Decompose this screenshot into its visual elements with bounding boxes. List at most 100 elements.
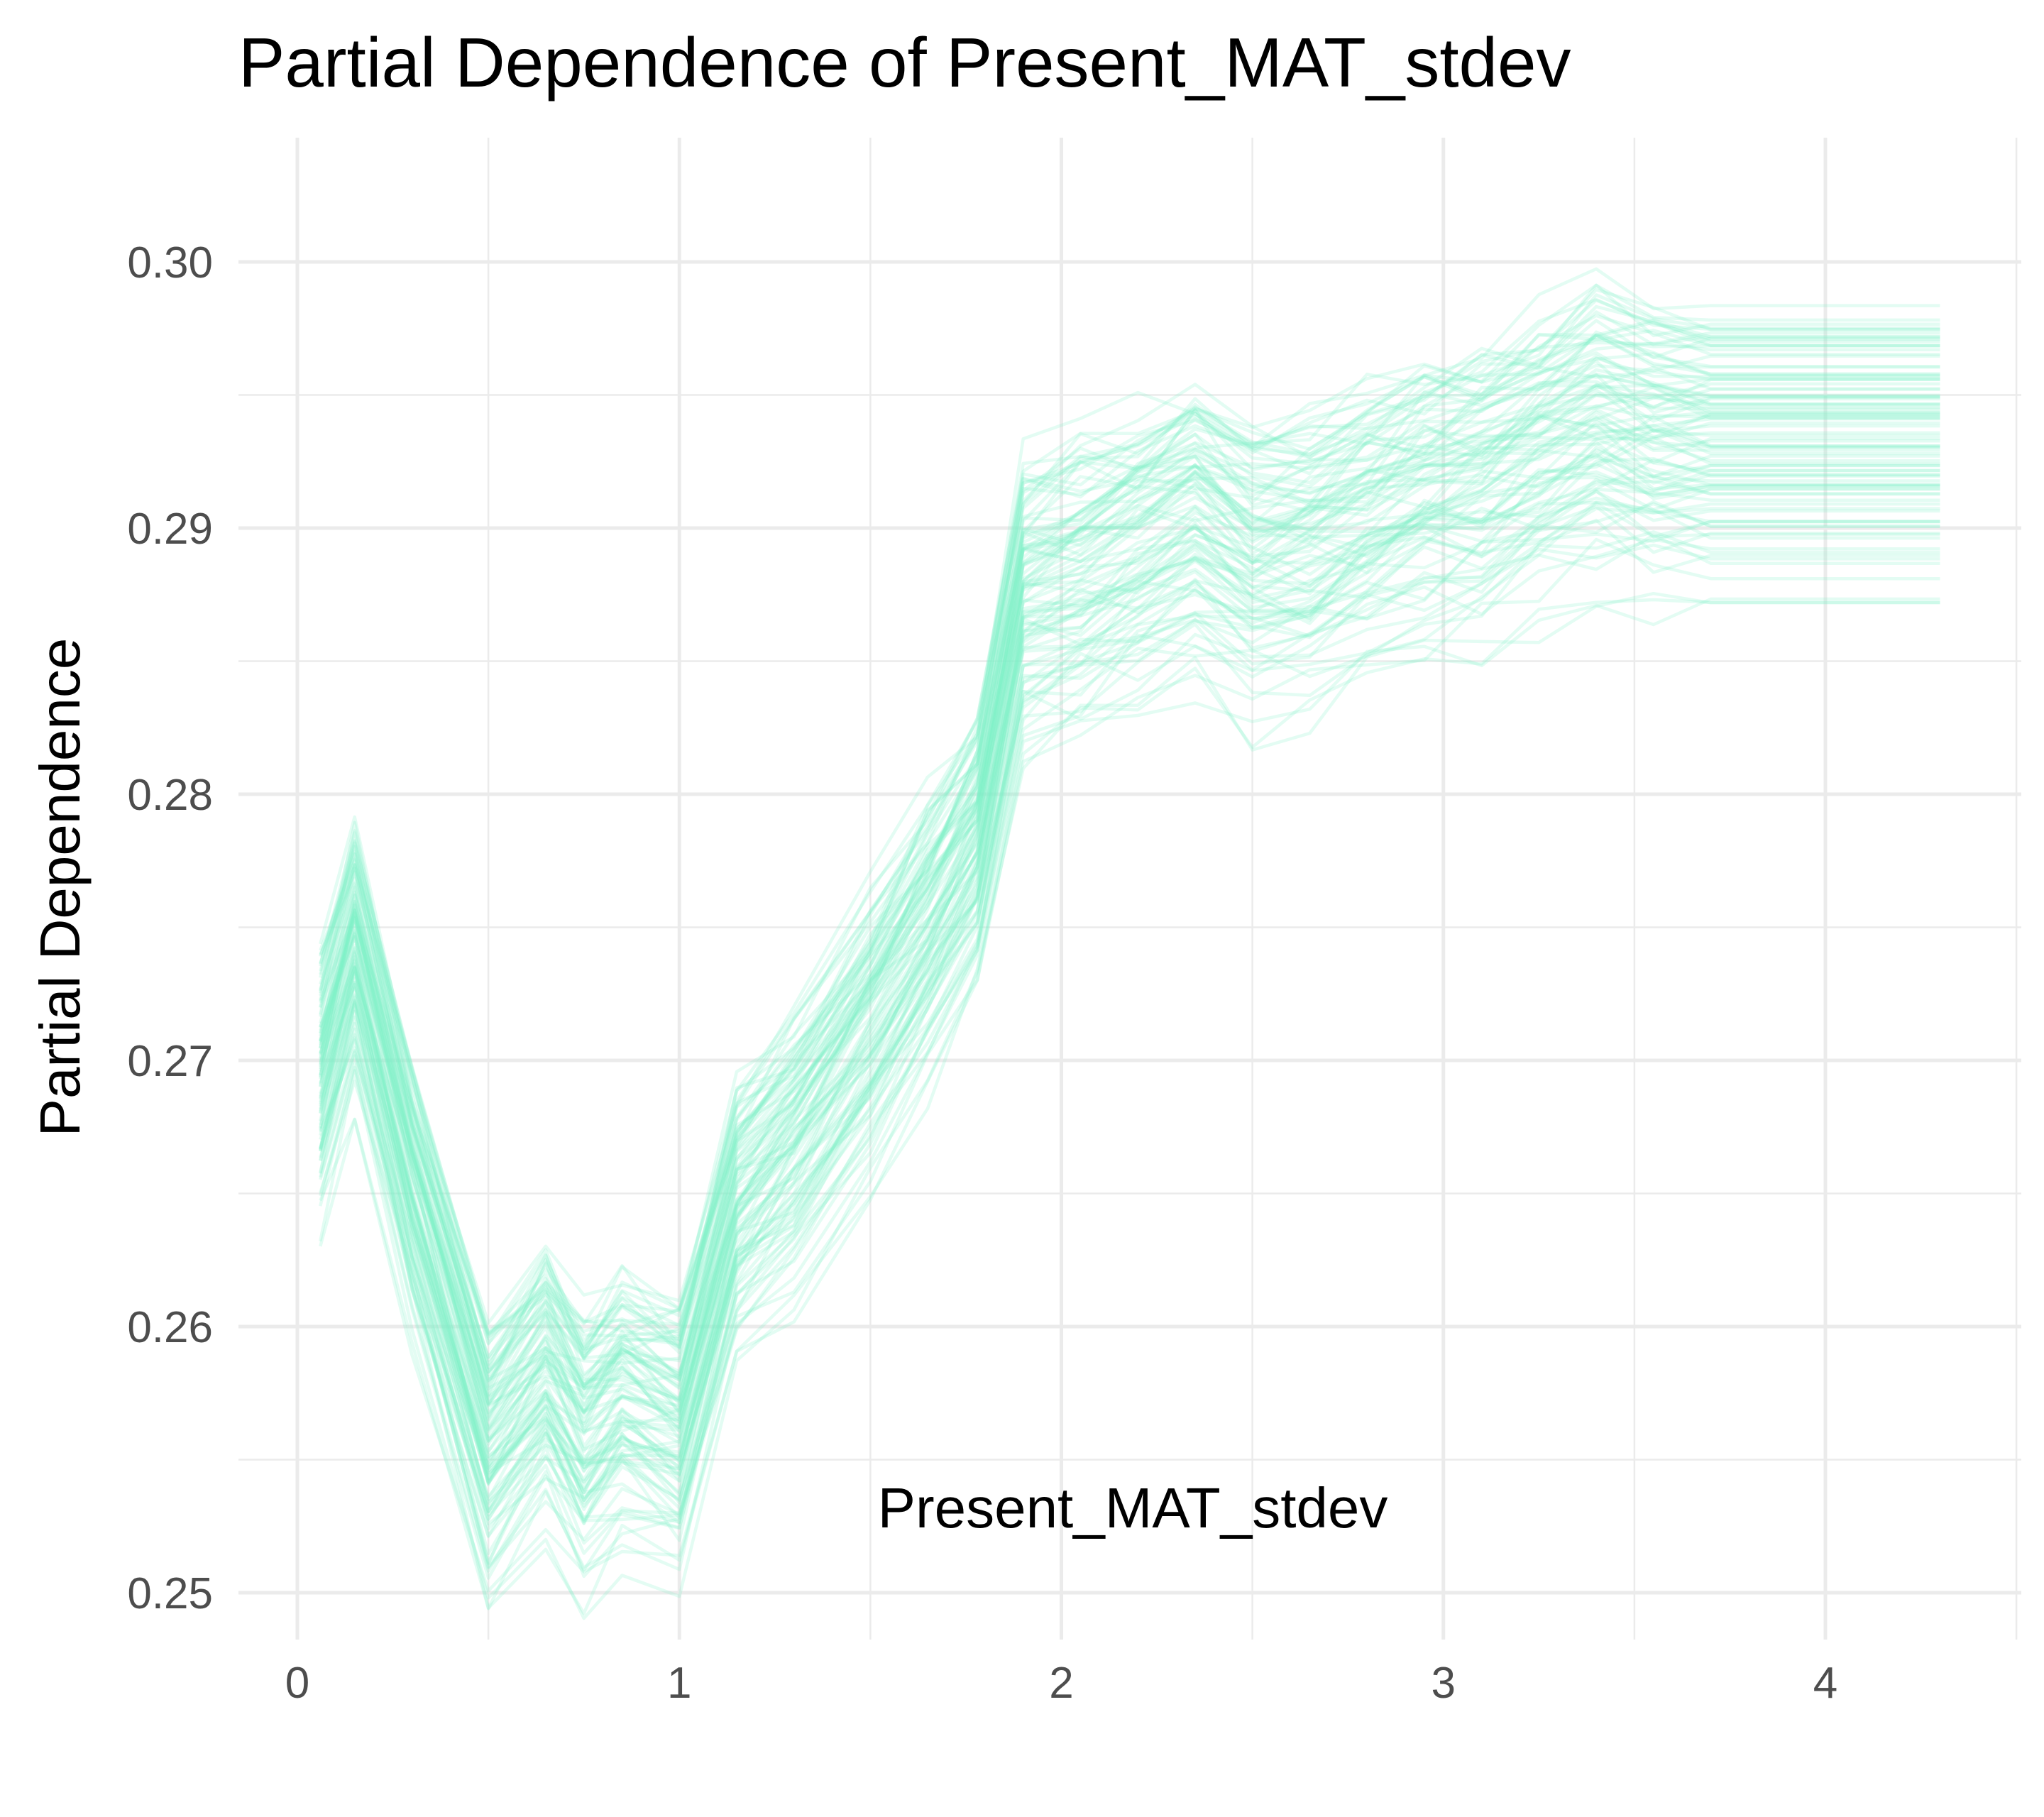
y-tick-label: 0.30 [127,238,213,287]
x-tick-label: 3 [1432,1659,1456,1708]
pd-curve [319,287,1940,1363]
pd-curve [319,366,1940,1399]
pd-curve [319,518,1940,1570]
pd-curve [319,359,1940,1424]
pd-curve [319,310,1940,1336]
x-tick-label: 1 [667,1659,691,1708]
pd-curve [319,415,1940,1442]
pd-curve [319,395,1940,1430]
pd-curve [319,385,1940,1401]
pd-curve [319,297,1940,1349]
pd-curve [319,330,1940,1366]
pd-curve [319,383,1940,1443]
pd-curves [319,267,1940,1620]
pd-curve [319,537,1940,1610]
pd-curve [319,500,1940,1555]
pd-curve [319,428,1940,1481]
pd-curve [319,543,1940,1580]
y-tick-label: 0.27 [127,1037,213,1086]
pd-curve [319,488,1940,1521]
x-tick-labels: 0 1 2 3 4 [285,1659,1837,1708]
pd-curve [319,533,1940,1579]
pd-curve [319,388,1940,1453]
pd-curve [319,329,1940,1388]
pd-curve [319,445,1940,1501]
pd-curve [319,424,1940,1460]
pd-curve [319,449,1940,1477]
pd-curve [319,470,1940,1486]
pd-curve [319,453,1940,1475]
pd-curve [319,412,1940,1443]
pd-curve [319,283,1940,1351]
pd-curve [319,333,1940,1360]
pd-curve [319,407,1940,1469]
pd-curve [319,478,1940,1514]
x-tick-label: 4 [1813,1659,1837,1708]
pd-curve [319,489,1940,1539]
pd-curve [319,392,1940,1419]
pd-curve [319,314,1940,1397]
y-tick-label: 0.26 [127,1303,213,1352]
x-tick-label: 0 [285,1659,309,1708]
pd-curve [319,354,1940,1415]
pd-curve [319,416,1940,1443]
pd-curve [319,502,1940,1526]
pd-curve [319,538,1940,1564]
pd-curve [319,436,1940,1484]
pd-curve [319,331,1940,1356]
pd-curve [319,501,1940,1566]
pd-curve [319,334,1940,1390]
pd-curve [319,304,1940,1384]
pd-curve [319,320,1940,1370]
pd-curve [319,427,1940,1486]
pd-curve [319,352,1940,1405]
pd-curve [319,341,1940,1391]
pd-curve [319,502,1940,1525]
pd-curve [319,333,1940,1388]
pd-curve [319,433,1940,1483]
pd-curve [319,410,1940,1464]
y-tick-labels: 0.25 0.26 0.27 0.28 0.29 0.30 [127,238,213,1618]
pd-curve [319,458,1940,1495]
pd-curve [319,462,1940,1471]
pd-curve [319,393,1940,1434]
pd-curve [319,479,1940,1504]
pd-curve [319,490,1940,1508]
pd-curve [319,373,1940,1407]
pd-curve [319,382,1940,1379]
pd-curve [319,468,1940,1476]
pd-curve [319,368,1940,1419]
pd-curve [319,414,1940,1448]
pd-curve [319,396,1940,1433]
pd-curve [319,354,1940,1361]
pd-curve [319,356,1940,1398]
pd-curve [319,267,1940,1325]
x-axis-title: Present_MAT_stdev [878,1476,1388,1539]
pd-curve [319,333,1940,1383]
pd-curve [319,378,1940,1408]
pd-curve [319,440,1940,1503]
pd-curve [319,383,1940,1428]
pd-curve [319,419,1940,1468]
pd-curve [319,530,1940,1572]
pd-curve [319,373,1940,1432]
pd-curve [319,474,1940,1501]
chart-title: Partial Dependence of Present_MAT_stdev [238,23,1571,101]
pd-curve [319,597,1940,1615]
y-tick-label: 0.25 [127,1569,213,1618]
x-tick-label: 2 [1049,1659,1073,1708]
pd-curve [319,293,1940,1370]
major-gridlines [238,138,2021,1640]
pd-curve [319,496,1940,1525]
pd-curve [319,298,1940,1345]
pd-curve [319,383,1940,1390]
y-axis-title: Partial Dependence [28,638,92,1137]
minor-gridlines [238,138,2021,1640]
pd-curve [319,318,1940,1360]
pd-curve [319,598,1940,1593]
pd-curve [319,451,1940,1490]
y-tick-label: 0.29 [127,505,213,554]
pd-curve [319,456,1940,1503]
pd-curve [319,319,1940,1349]
